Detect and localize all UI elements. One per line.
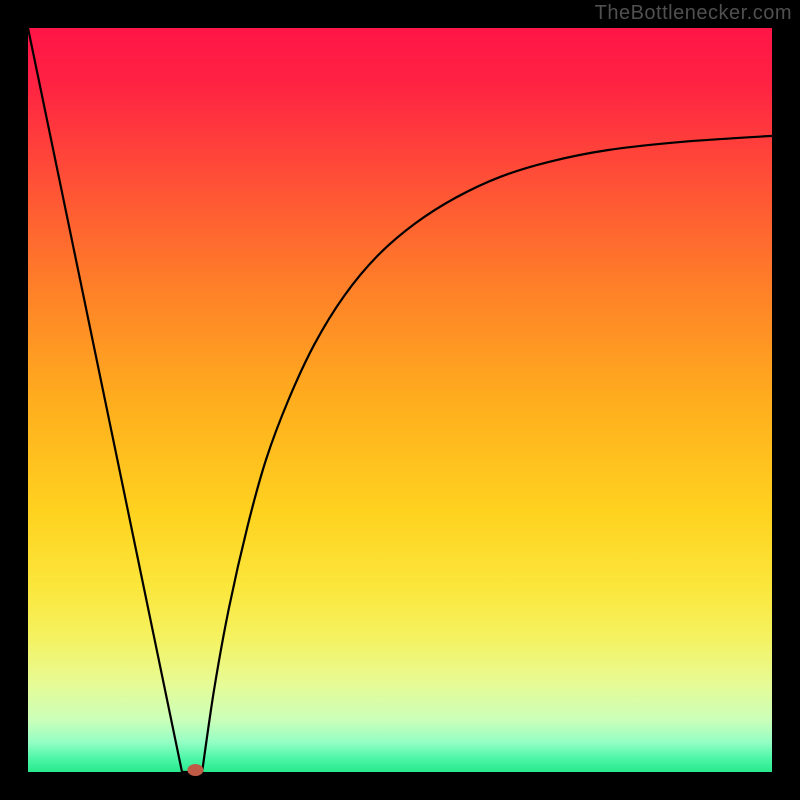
optimal-point-marker — [187, 764, 203, 776]
chart-container: TheBottlenecker.com — [0, 0, 800, 800]
gradient-background — [28, 28, 772, 772]
watermark-text: TheBottlenecker.com — [595, 2, 792, 25]
bottleneck-chart — [0, 0, 800, 800]
